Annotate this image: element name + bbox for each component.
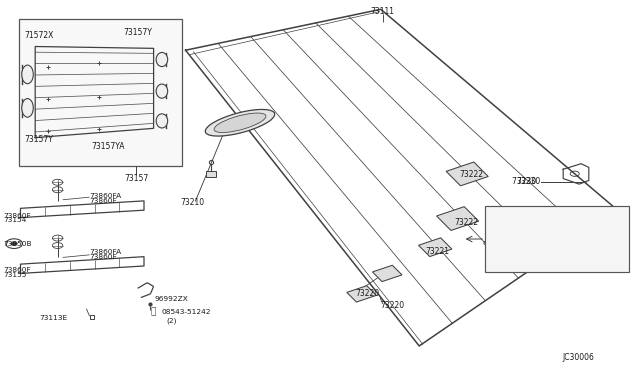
Text: 73860FA: 73860FA <box>90 249 122 255</box>
Text: 73222: 73222 <box>460 170 484 179</box>
Ellipse shape <box>214 113 266 132</box>
Text: 73860F: 73860F <box>3 267 31 273</box>
Ellipse shape <box>22 65 33 84</box>
Text: 73850B: 73850B <box>3 241 32 247</box>
Text: 73210: 73210 <box>180 198 205 207</box>
Ellipse shape <box>22 99 33 117</box>
Text: 73111: 73111 <box>370 7 394 16</box>
Text: 73157YA: 73157YA <box>92 142 125 151</box>
Text: 71572X: 71572X <box>24 31 54 40</box>
Ellipse shape <box>205 109 275 136</box>
Bar <box>485 206 629 272</box>
Text: 73220: 73220 <box>355 289 380 298</box>
Text: 73155: 73155 <box>3 272 27 278</box>
Text: 08543-51242: 08543-51242 <box>161 310 211 315</box>
Text: EXC. F/ROOF RACK: EXC. F/ROOF RACK <box>490 210 571 219</box>
Text: 73860FA: 73860FA <box>90 193 122 199</box>
Text: 73221: 73221 <box>426 247 450 256</box>
Text: 73150N: 73150N <box>517 248 547 257</box>
Text: 73860F: 73860F <box>3 213 31 219</box>
Text: (2): (2) <box>166 317 177 324</box>
Bar <box>347 286 376 302</box>
Ellipse shape <box>156 52 168 67</box>
Bar <box>19 19 182 166</box>
Text: 73230: 73230 <box>516 177 541 186</box>
Circle shape <box>11 242 17 246</box>
Text: 73220: 73220 <box>381 301 405 310</box>
Text: 73860F: 73860F <box>90 198 117 204</box>
Text: 73162: 73162 <box>517 230 541 239</box>
Text: 73157Y: 73157Y <box>24 135 53 144</box>
Text: 73113E: 73113E <box>40 315 68 321</box>
Text: 73157: 73157 <box>125 174 149 183</box>
Bar <box>372 265 402 282</box>
Text: 73860F: 73860F <box>90 254 117 260</box>
Bar <box>446 162 488 186</box>
Text: 73222: 73222 <box>454 218 479 227</box>
Bar <box>206 171 216 177</box>
Text: 73154: 73154 <box>3 217 27 223</box>
Text: 96992ZX: 96992ZX <box>155 296 189 302</box>
Text: 73157Y: 73157Y <box>123 28 152 37</box>
Text: Ⓢ: Ⓢ <box>151 307 156 316</box>
Ellipse shape <box>156 114 168 128</box>
Bar <box>419 238 452 257</box>
Text: JC30006: JC30006 <box>562 353 594 362</box>
Text: (FR&CTR): (FR&CTR) <box>517 240 552 247</box>
Text: 73230: 73230 <box>512 177 541 186</box>
Text: (RR): (RR) <box>517 257 532 264</box>
Ellipse shape <box>156 84 168 98</box>
Bar <box>436 207 479 230</box>
